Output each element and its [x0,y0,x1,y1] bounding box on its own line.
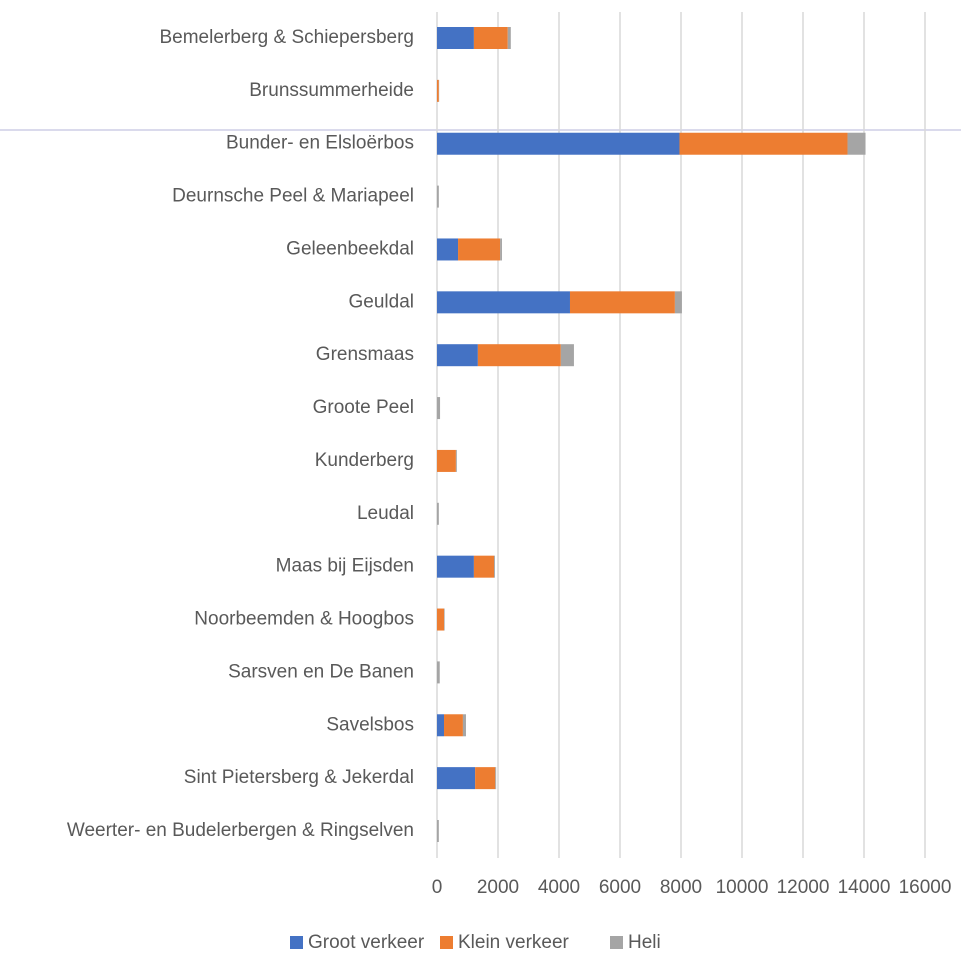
bar-segment [437,132,680,155]
bar-segment [473,27,508,49]
legend-swatch [610,936,623,949]
legend-swatch [440,936,453,949]
x-tick-label: 10000 [716,877,769,898]
bar-segment [444,608,445,631]
category-label: Geuldal [349,291,415,312]
legend-swatch [290,936,303,949]
bar-segment [507,27,511,49]
bar-segment [473,555,495,578]
bar-segment [437,79,439,102]
bar-segment [674,291,682,314]
bar-segment [437,714,445,737]
bar-segment [437,555,474,578]
bar-segment [500,238,502,261]
bar-segment [569,291,675,314]
category-label: Leudal [357,503,414,524]
category-label: Groote Peel [313,397,414,418]
x-tick-label: 8000 [660,877,702,898]
x-tick-label: 4000 [538,877,580,898]
category-label: Savelsbos [326,714,414,735]
bar-segment [437,767,476,790]
category-label: Bemelerberg & Schiepersberg [159,27,414,48]
category-label: Brunssummerheide [249,80,414,101]
bar-segment [495,767,497,790]
category-label: Weerter- en Budelerbergen & Ringselven [67,820,414,841]
bar-segment [437,661,440,684]
bar-segment [455,449,457,472]
x-tick-label: 16000 [899,877,952,898]
legend-label: Groot verkeer [308,932,425,953]
category-label: Grensmaas [316,344,414,365]
bar-segment [437,238,459,261]
category-label: Maas bij Eijsden [276,556,414,577]
bar-segment [475,767,496,790]
x-tick-label: 14000 [838,877,891,898]
legend-label: Heli [628,932,661,953]
x-tick-label: 0 [432,877,443,898]
bar-segment [437,397,441,420]
x-tick-label: 12000 [777,877,830,898]
bar-segment [679,132,848,155]
bar-segment [444,714,463,737]
x-tick-label: 2000 [477,877,519,898]
bar-segment [437,185,439,208]
category-label: Geleenbeekdal [286,238,414,259]
category-label: Kunderberg [315,450,414,471]
bar-segment [462,714,466,737]
category-label: Sarsven en De Banen [228,661,414,682]
bar-segment [494,555,495,578]
bar-segment [437,449,456,472]
bar-segment [437,344,478,367]
bar-segment [847,132,866,155]
x-tick-label: 6000 [599,877,641,898]
bar-segment [437,608,445,631]
bar-segment [477,344,561,367]
bar-segment [560,344,574,367]
bar-segment [437,502,439,525]
category-label: Noorbeemden & Hoogbos [194,609,414,630]
category-label: Sint Pietersberg & Jekerdal [184,767,414,788]
legend-label: Klein verkeer [458,932,570,953]
bar-segment [437,27,474,49]
bar-segment [458,238,501,261]
bar-segment [437,820,439,842]
category-label: Bunder- en Elsloërbos [226,133,414,154]
bar-segment [437,291,570,314]
category-label: Deurnsche Peel & Mariapeel [172,186,414,207]
